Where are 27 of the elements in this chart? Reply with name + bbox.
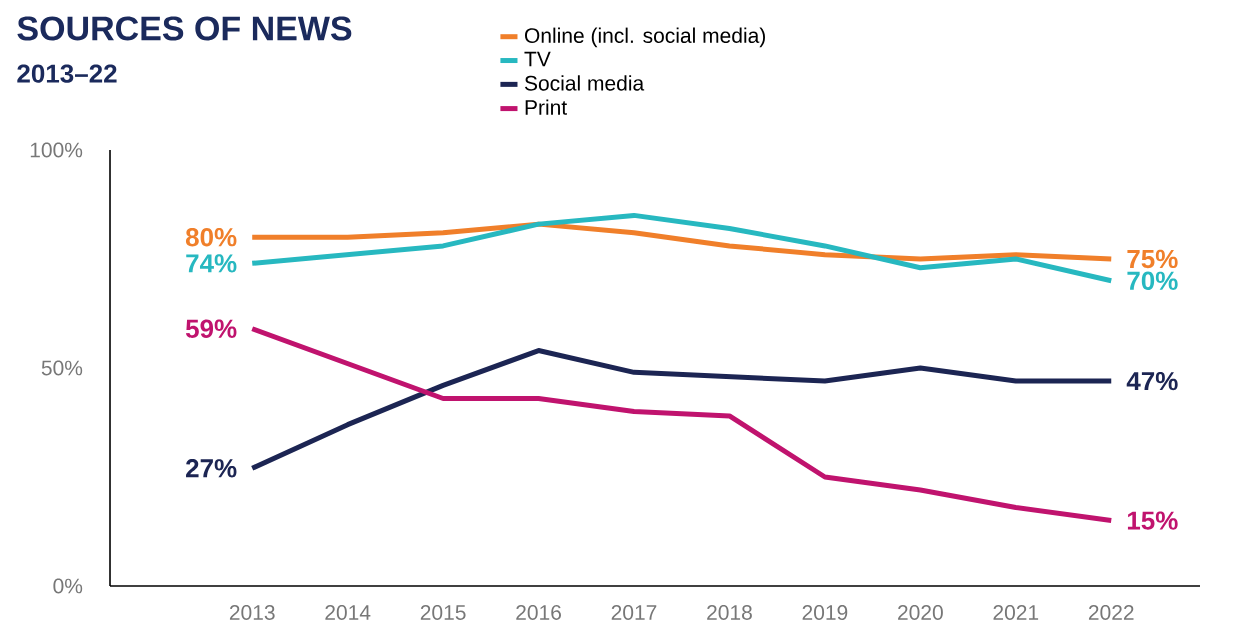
legend-label: Print [525,99,567,116]
x-tick-label: 2018 [707,605,752,621]
y-tick-label: 50% [41,360,83,376]
x-tick-label: 2014 [325,605,371,621]
data-label: 70% [1127,271,1178,291]
data-label: 27% [186,459,237,478]
x-tick-label: 2015 [420,605,466,621]
chart-title: SOURCES OF NEWS [17,16,352,41]
legend-label: Online (incl. social media) [524,27,765,48]
x-tick-label: 2016 [516,605,561,621]
x-tick-label: 2022 [1088,605,1134,621]
data-label: 59% [185,319,237,339]
x-tick-label: 2021 [993,605,1039,621]
legend-label: Social media [524,75,645,91]
data-label: 15% [1127,511,1178,530]
data-label: 74% [186,254,237,273]
x-tick-label: 2019 [802,605,848,621]
y-tick-label: 100% [30,142,83,158]
legend-label: TV [524,52,551,67]
data-label: 80% [185,228,237,247]
data-label: 75% [1127,250,1178,269]
x-tick-label: 2017 [611,605,657,621]
data-label: 47% [1126,372,1178,391]
x-tick-label: 2013 [229,605,275,621]
y-tick-label: 0% [53,578,83,594]
chart-subtitle: 2013–22 [17,64,117,84]
x-tick-label: 2020 [898,605,943,621]
